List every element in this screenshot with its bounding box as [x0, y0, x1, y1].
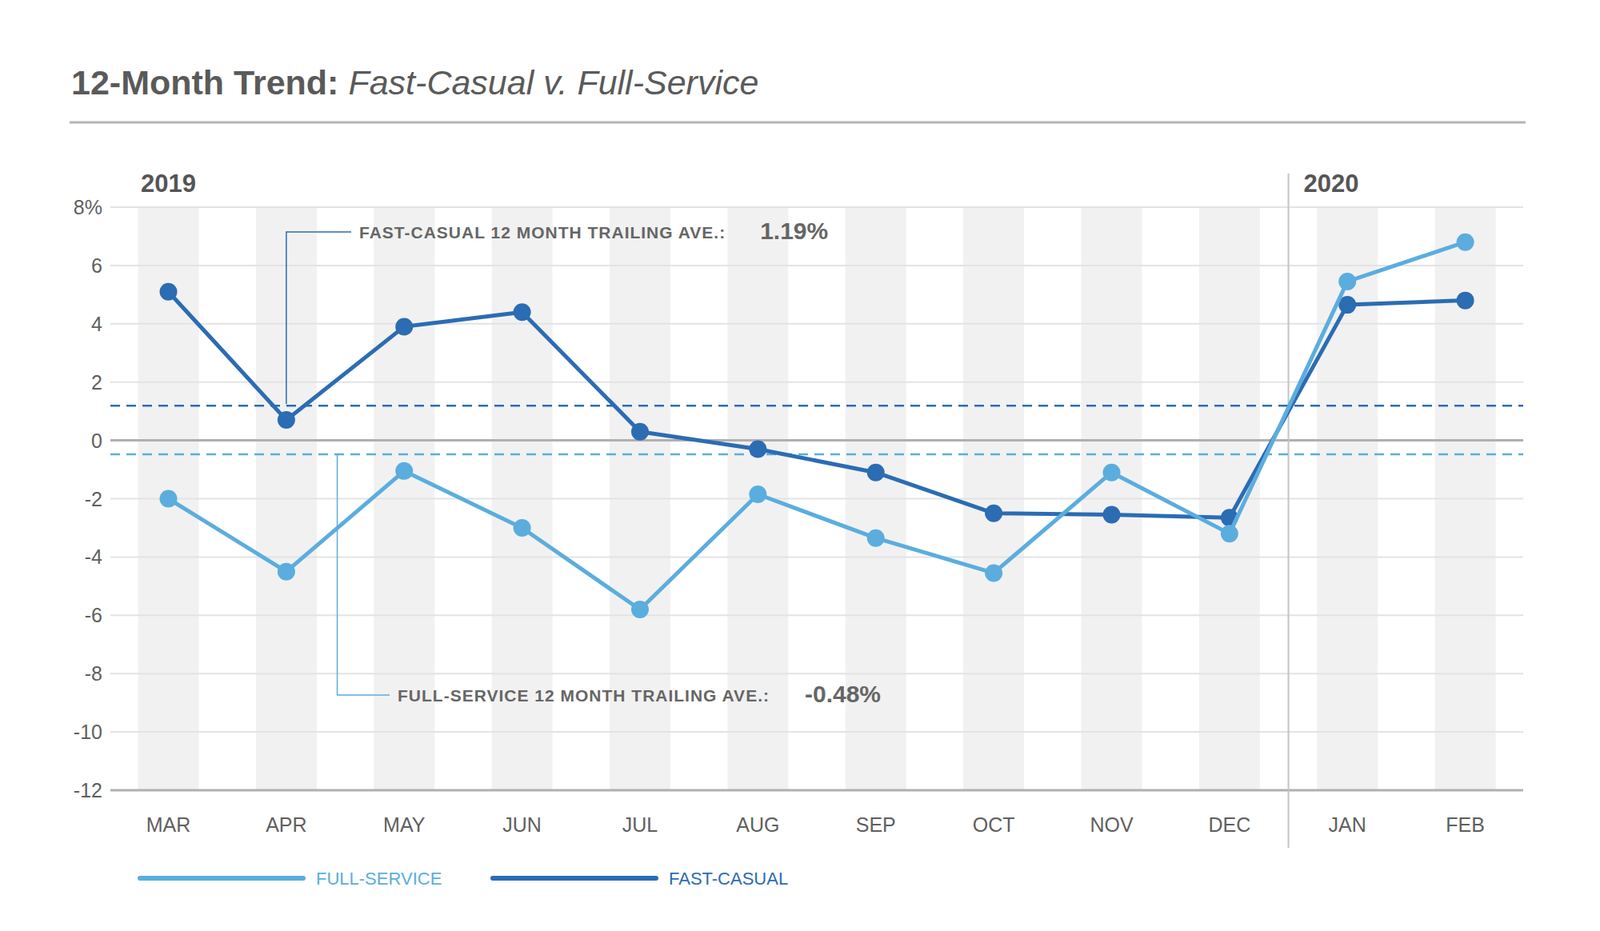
series-point [277, 563, 296, 581]
reference-line [110, 453, 1524, 456]
annotation-label: FULL-SERVICE 12 MONTH TRAILING AVE.: [397, 686, 770, 705]
y-tick-label: -6 [84, 604, 103, 627]
series-point [1338, 272, 1356, 291]
grid-line [110, 731, 1524, 733]
grid-line [110, 264, 1524, 267]
series-point [1102, 464, 1120, 482]
plot-marks [110, 233, 1524, 619]
series-line [168, 292, 1466, 519]
y-tick-label: -4 [84, 545, 103, 568]
x-tick-label: JAN [1328, 813, 1367, 836]
x-tick-label: FEB [1445, 813, 1485, 836]
series-point [631, 600, 649, 619]
annotation-leader [337, 454, 390, 696]
x-tick-label: DEC [1208, 813, 1251, 836]
y-tick-label: 4 [91, 312, 103, 336]
period-label: 2019 [140, 169, 196, 198]
chart: 12-Month Trend:Fast-Casual v. Full-Servi… [0, 0, 1600, 931]
period-divider [1288, 173, 1290, 848]
y-tick-label: -2 [84, 488, 103, 511]
series-point [748, 485, 767, 504]
x-tick-label: NOV [1089, 813, 1134, 836]
series-point [748, 440, 767, 459]
grid-line [110, 614, 1524, 616]
period-label: 2020 [1304, 169, 1360, 198]
annotation-value: 1.19% [760, 217, 828, 244]
reference-line [110, 404, 1524, 408]
y-tick-label: 0 [91, 429, 103, 452]
legend-swatch [140, 876, 304, 881]
series-point [631, 423, 649, 441]
y-tick-label: -10 [73, 720, 103, 744]
grid-line [110, 381, 1524, 384]
x-tick-label: MAY [383, 813, 426, 836]
annotation-leader [286, 232, 352, 404]
series-point [160, 490, 178, 508]
series-point [1220, 524, 1239, 543]
x-tick-label: OCT [972, 813, 1016, 836]
grid-line [110, 556, 1524, 558]
annotation-label: FAST-CASUAL 12 MONTH TRAILING AVE.: [359, 223, 726, 242]
x-tick-label: APR [265, 813, 307, 836]
series-point [867, 464, 885, 482]
series-point [395, 462, 413, 480]
x-tick-label: JUN [502, 813, 542, 836]
series-point [395, 317, 413, 336]
annotation-value: -0.48% [804, 680, 881, 708]
series-point [984, 564, 1003, 582]
series-point [984, 504, 1003, 523]
grid-line [110, 439, 1524, 442]
grid-line [110, 789, 1524, 792]
title: 12-Month Trend: [71, 63, 339, 102]
grid-line [110, 323, 1524, 325]
series-line [168, 242, 1466, 610]
grid [110, 207, 1524, 791]
y-tick-label: -12 [73, 779, 103, 802]
x-tick-label: JUL [622, 813, 659, 836]
series-point [1456, 233, 1475, 252]
series-point [513, 303, 532, 321]
grid-line [110, 206, 1524, 208]
title-rule [69, 121, 1526, 124]
series-point [1456, 292, 1475, 310]
series-point [160, 283, 178, 301]
series-point [513, 519, 532, 537]
subtitle: Fast-Casual v. Full-Service [348, 63, 759, 102]
series-point [277, 411, 296, 429]
x-tick-label: AUG [736, 813, 780, 836]
y-tick-label: -8 [84, 662, 103, 685]
legend-label: FAST-CASUAL [668, 868, 788, 889]
series-point [867, 529, 885, 548]
legend-swatch [492, 876, 656, 881]
y-tick-label: 2 [91, 371, 103, 394]
x-tick-label: SEP [856, 813, 896, 836]
legend-label: FULL-SERVICE [316, 868, 442, 889]
grid-line [110, 498, 1524, 500]
x-tick-label: MAR [146, 813, 192, 836]
grid-line [110, 672, 1524, 675]
y-tick-label: 8% [73, 196, 103, 219]
series-point [1102, 506, 1120, 524]
y-tick-label: 6 [91, 254, 103, 277]
